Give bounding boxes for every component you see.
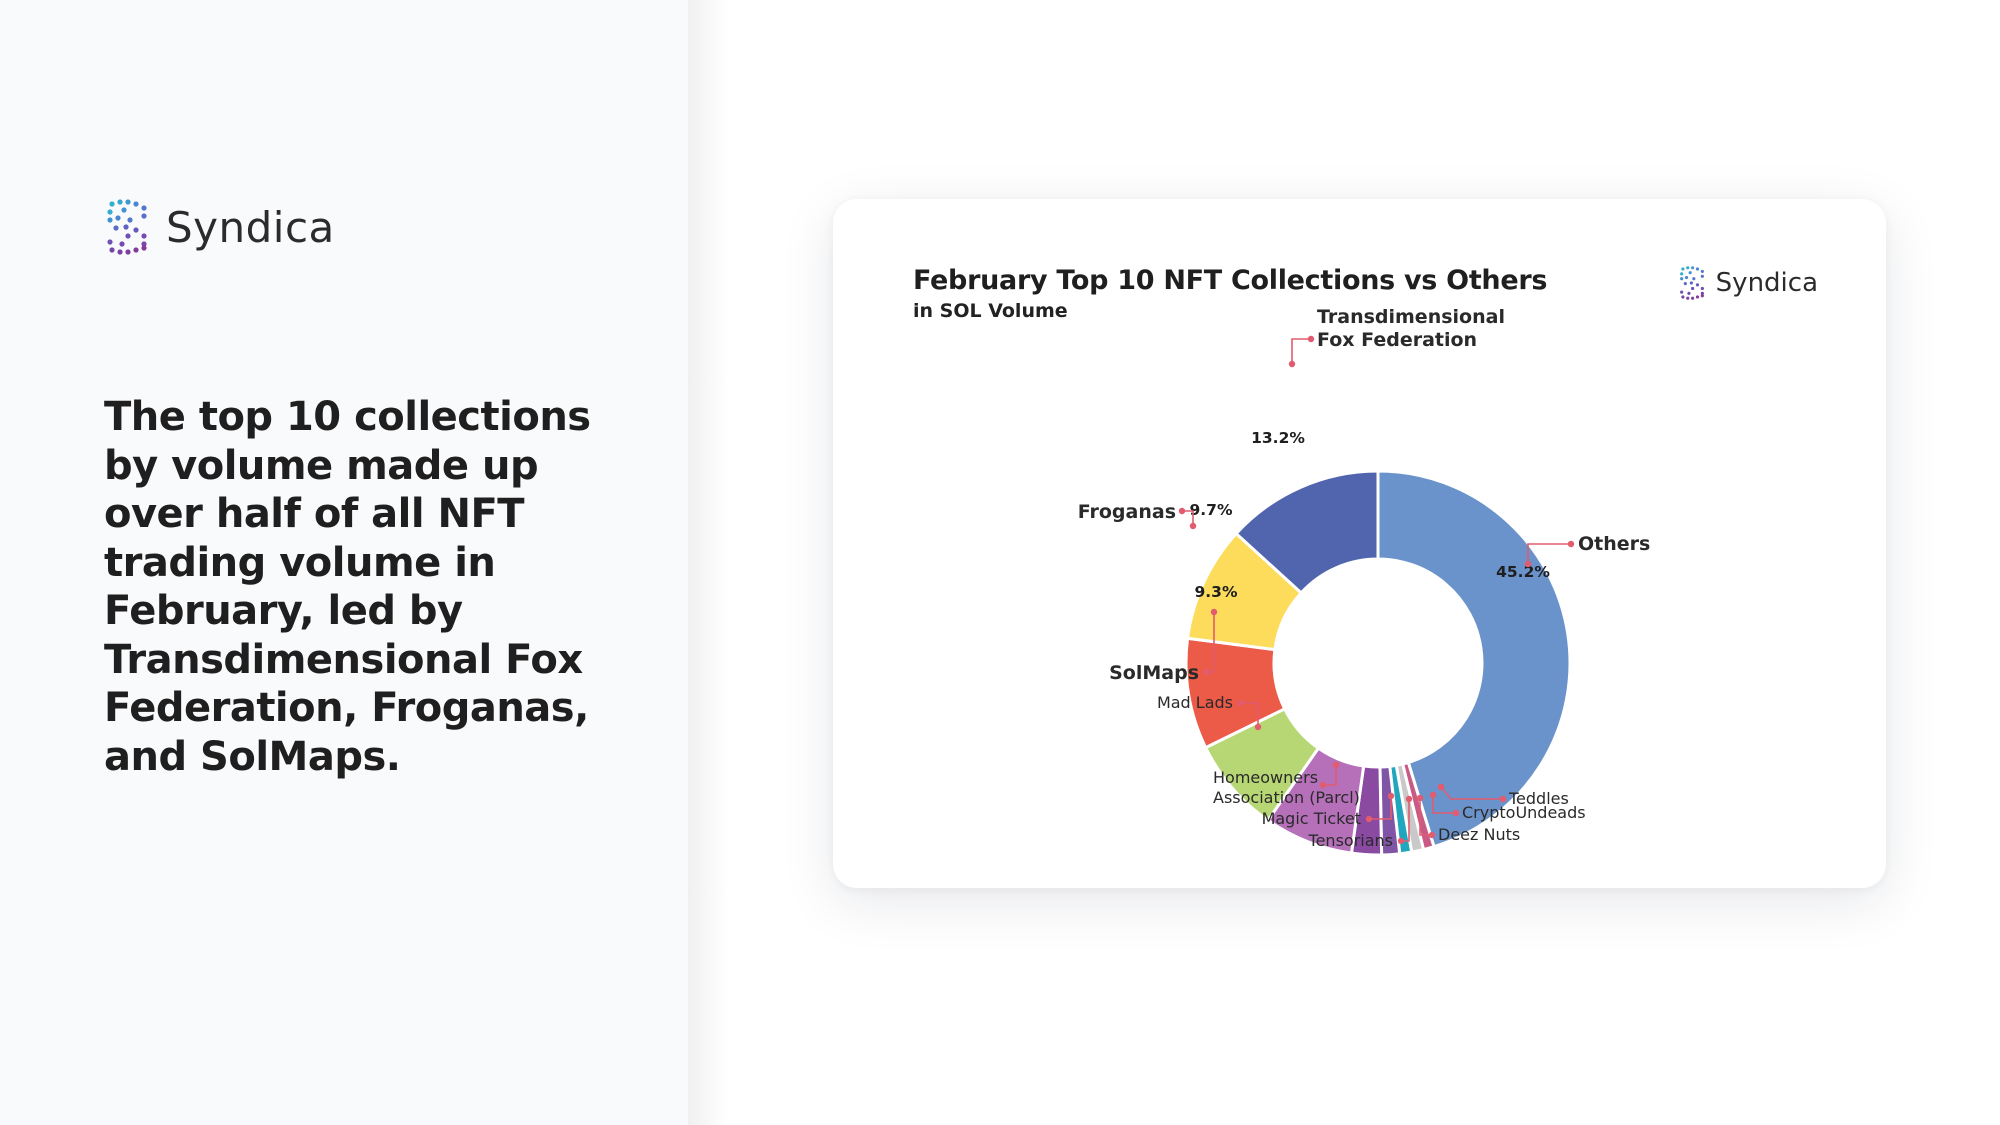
leader-dot — [1499, 795, 1507, 803]
category-label: Others — [1578, 533, 1650, 555]
chart-title: February Top 10 NFT Collections vs Other… — [913, 265, 1548, 296]
leader-dot — [1405, 795, 1413, 803]
pct-label: 9.3% — [1195, 583, 1238, 601]
brand-logo: Syndica — [104, 198, 335, 256]
leader-dot — [1524, 560, 1532, 568]
category-label: Teddles — [1508, 789, 1569, 808]
pct-label: 45.2% — [1496, 563, 1550, 581]
slice-transdimensional-fox-federation — [1234, 469, 1380, 596]
leader-dot — [1365, 815, 1373, 823]
panel-divider-shadow — [688, 0, 728, 1125]
category-label: Magic Ticket — [1262, 809, 1361, 828]
leader-dot — [1452, 809, 1460, 817]
category-label: Tensorians — [1308, 831, 1393, 850]
leader-dot — [1429, 791, 1437, 799]
category-label: CryptoUndeads — [1462, 803, 1586, 822]
chart-card: 45.2% 9.3% 9.7% 13.2% Others Teddles CryptoUnd… — [833, 199, 1886, 888]
leader-line — [1369, 796, 1392, 820]
leader-dot — [1288, 360, 1296, 368]
leader-dot — [1428, 831, 1436, 839]
category-label: Homeowners Association (Parcl) — [1213, 768, 1360, 807]
category-label: SolMaps — [1109, 662, 1199, 684]
left-panel: Syndica The top 10 collections by volume… — [0, 0, 688, 1125]
leader-dot — [1332, 761, 1340, 769]
syndica-logo-icon — [1679, 266, 1704, 300]
leader-line — [1182, 510, 1194, 526]
leader-dot — [1307, 335, 1315, 343]
leader-dot — [1567, 540, 1575, 548]
leader-dot — [1210, 608, 1218, 616]
leader-line — [1241, 702, 1259, 727]
leader-line — [1440, 786, 1503, 800]
chart-subtitle: in SOL Volume — [913, 300, 1068, 322]
leader-line — [1323, 765, 1337, 786]
leader-line — [1432, 795, 1456, 814]
card-brand-logo: Syndica — [1678, 265, 1818, 301]
leader-dot — [1237, 699, 1245, 707]
leader-dot — [1254, 723, 1262, 731]
leader-line — [1291, 338, 1311, 364]
leader-dot — [1178, 507, 1186, 515]
leader-dot — [1387, 792, 1395, 800]
category-label: Transdimensional Fox Federation — [1317, 306, 1505, 351]
leader-dot — [1203, 668, 1211, 676]
leader-dot — [1397, 837, 1405, 845]
donut-slices — [1184, 469, 1572, 857]
leader-dot — [1437, 783, 1445, 791]
leader-dot — [1416, 794, 1424, 802]
pct-label: 9.7% — [1190, 501, 1233, 519]
leader-line — [1527, 543, 1571, 564]
card-brand-name: Syndica — [1715, 268, 1818, 298]
brand-name: Syndica — [166, 202, 335, 252]
leader-line — [1419, 798, 1432, 836]
leader-dot — [1319, 781, 1327, 789]
donut-chart: 45.2% 9.3% 9.7% 13.2% Others TeddlesCryptoUnd… — [1078, 306, 1650, 857]
pct-label: 13.2% — [1251, 429, 1305, 447]
slice-others — [1376, 469, 1572, 849]
syndica-logo-icon — [107, 199, 147, 255]
leader-dot — [1189, 522, 1197, 530]
category-label: Froganas — [1078, 501, 1176, 523]
category-label: Deez Nuts — [1438, 825, 1520, 844]
leader-lines — [1178, 335, 1575, 845]
category-label: Mad Lads — [1157, 693, 1233, 712]
headline: The top 10 collections by volume made up… — [104, 394, 591, 780]
